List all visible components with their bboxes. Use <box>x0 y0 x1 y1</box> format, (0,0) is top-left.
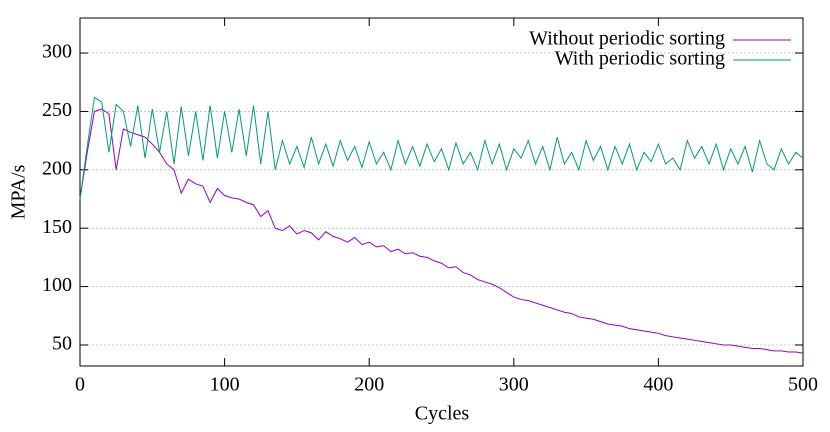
series-line <box>79 96 804 200</box>
x-tick-label: 300 <box>499 374 529 396</box>
y-tick-label: 150 <box>42 216 72 238</box>
legend-label: With periodic sorting <box>555 48 725 70</box>
x-tick-label: 100 <box>210 374 240 396</box>
y-tick-label: 100 <box>42 274 72 296</box>
y-tick-label: 200 <box>42 157 72 179</box>
series-line <box>79 108 804 354</box>
y-tick-label: 300 <box>42 41 72 63</box>
y-axis-label: MPA/s <box>8 164 30 219</box>
legend-label: Without periodic sorting <box>529 28 725 50</box>
x-tick-label: 500 <box>788 374 818 396</box>
x-tick-label: 0 <box>75 374 85 396</box>
x-tick-label: 200 <box>354 374 384 396</box>
y-tick-label: 250 <box>42 99 72 121</box>
x-tick-label: 400 <box>643 374 673 396</box>
y-tick-label: 50 <box>52 333 72 355</box>
x-axis-label: Cycles <box>415 403 470 425</box>
plot-frame <box>79 17 804 367</box>
